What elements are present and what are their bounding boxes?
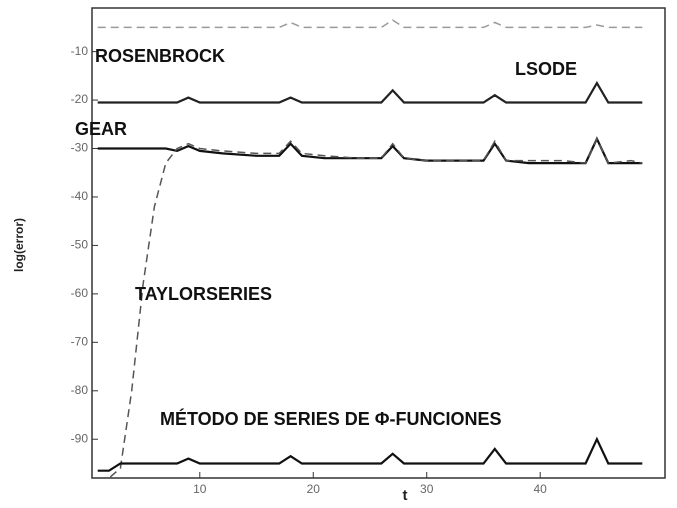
y-tick-label: -10 bbox=[71, 44, 89, 58]
y-tick-label: -70 bbox=[71, 335, 89, 349]
y-tick-label: -30 bbox=[71, 141, 89, 155]
series-label: ROSENBROCK bbox=[95, 46, 225, 66]
series-line bbox=[97, 136, 643, 165]
y-tick-label: -50 bbox=[71, 238, 89, 252]
series-label: GEAR bbox=[75, 119, 127, 139]
x-axis-label: t bbox=[403, 487, 408, 504]
plot-frame bbox=[91, 7, 666, 479]
y-tick-label: -40 bbox=[71, 189, 89, 203]
series-line bbox=[97, 137, 643, 479]
y-tick-label: -20 bbox=[71, 92, 89, 106]
series-label: MÉTODO DE SERIES DE Φ-FUNCIONES bbox=[160, 408, 501, 429]
series-label: TAYLORSERIES bbox=[135, 284, 272, 304]
series-line bbox=[97, 19, 643, 29]
x-tick-label: 40 bbox=[534, 482, 548, 496]
series-line bbox=[97, 80, 643, 104]
x-tick-label: 30 bbox=[420, 482, 434, 496]
y-tick-label: -60 bbox=[71, 286, 89, 300]
x-tick-label: 20 bbox=[307, 482, 321, 496]
series-label: LSODE bbox=[515, 59, 577, 79]
y-tick-label: -90 bbox=[71, 431, 89, 445]
series-line bbox=[97, 436, 643, 472]
y-tick-label: -80 bbox=[71, 383, 89, 397]
y-axis-label: log(error) bbox=[12, 218, 26, 272]
x-tick-label: 10 bbox=[193, 482, 207, 496]
